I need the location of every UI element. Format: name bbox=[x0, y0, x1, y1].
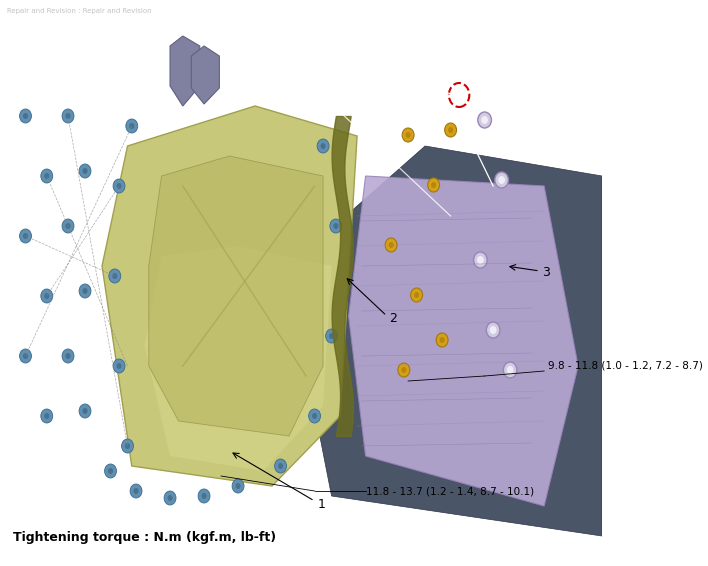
Circle shape bbox=[117, 183, 122, 189]
Circle shape bbox=[321, 143, 326, 149]
Text: 9.8 - 11.8 (1.0 - 1.2, 7.2 - 8.7): 9.8 - 11.8 (1.0 - 1.2, 7.2 - 8.7) bbox=[549, 361, 703, 371]
Circle shape bbox=[168, 495, 173, 501]
Circle shape bbox=[23, 233, 28, 239]
Circle shape bbox=[117, 363, 122, 369]
Circle shape bbox=[125, 443, 130, 449]
Circle shape bbox=[20, 229, 31, 243]
Circle shape bbox=[490, 326, 496, 334]
Circle shape bbox=[495, 172, 508, 188]
Text: 11.8 - 13.7 (1.2 - 1.4, 8.7 - 10.1): 11.8 - 13.7 (1.2 - 1.4, 8.7 - 10.1) bbox=[365, 486, 534, 496]
Text: 1: 1 bbox=[318, 498, 326, 511]
Circle shape bbox=[82, 408, 88, 414]
Circle shape bbox=[109, 269, 121, 283]
Circle shape bbox=[278, 463, 283, 469]
Circle shape bbox=[478, 112, 491, 128]
Circle shape bbox=[108, 468, 113, 474]
Circle shape bbox=[486, 322, 500, 338]
Circle shape bbox=[309, 409, 321, 423]
Circle shape bbox=[431, 182, 436, 188]
Circle shape bbox=[448, 127, 453, 133]
Circle shape bbox=[481, 116, 488, 124]
Circle shape bbox=[198, 489, 210, 503]
Circle shape bbox=[507, 366, 513, 374]
Circle shape bbox=[62, 109, 74, 123]
Circle shape bbox=[445, 123, 457, 137]
Circle shape bbox=[41, 169, 52, 183]
Circle shape bbox=[474, 252, 487, 268]
Circle shape bbox=[436, 333, 448, 347]
Circle shape bbox=[401, 367, 406, 373]
Circle shape bbox=[202, 493, 207, 499]
Circle shape bbox=[428, 178, 440, 192]
Polygon shape bbox=[191, 46, 219, 104]
Circle shape bbox=[326, 329, 338, 343]
Circle shape bbox=[232, 479, 244, 493]
Circle shape bbox=[333, 223, 338, 229]
Polygon shape bbox=[348, 176, 578, 506]
Circle shape bbox=[134, 488, 139, 494]
Polygon shape bbox=[306, 146, 602, 536]
Circle shape bbox=[275, 459, 287, 473]
Circle shape bbox=[105, 464, 117, 478]
Circle shape bbox=[79, 284, 91, 298]
Circle shape bbox=[23, 113, 28, 119]
Circle shape bbox=[130, 123, 135, 129]
Polygon shape bbox=[170, 36, 200, 106]
Circle shape bbox=[236, 483, 241, 489]
Text: 2: 2 bbox=[389, 311, 397, 324]
Circle shape bbox=[414, 292, 419, 298]
Circle shape bbox=[79, 164, 91, 178]
Circle shape bbox=[330, 219, 342, 233]
Circle shape bbox=[398, 363, 410, 377]
Circle shape bbox=[317, 139, 329, 153]
Circle shape bbox=[79, 404, 91, 418]
Circle shape bbox=[126, 119, 138, 133]
Circle shape bbox=[65, 353, 71, 359]
Text: Tightening torque : N.m (kgf.m, lb-ft): Tightening torque : N.m (kgf.m, lb-ft) bbox=[13, 531, 276, 544]
Circle shape bbox=[65, 113, 71, 119]
Circle shape bbox=[164, 491, 176, 505]
Circle shape bbox=[65, 223, 71, 229]
Circle shape bbox=[477, 256, 484, 264]
Circle shape bbox=[44, 413, 50, 419]
Text: Repair and Revision : Repair and Revision: Repair and Revision : Repair and Revisio… bbox=[7, 8, 152, 14]
Circle shape bbox=[113, 359, 125, 373]
Circle shape bbox=[44, 173, 50, 179]
Circle shape bbox=[385, 238, 397, 252]
Circle shape bbox=[122, 439, 134, 453]
Circle shape bbox=[41, 409, 52, 423]
Circle shape bbox=[130, 484, 142, 498]
Circle shape bbox=[503, 362, 517, 378]
Circle shape bbox=[440, 337, 445, 343]
Circle shape bbox=[44, 293, 50, 299]
Circle shape bbox=[113, 273, 118, 279]
Circle shape bbox=[312, 413, 317, 419]
Circle shape bbox=[402, 128, 414, 142]
Circle shape bbox=[82, 288, 88, 294]
Circle shape bbox=[23, 353, 28, 359]
Polygon shape bbox=[149, 156, 323, 436]
Circle shape bbox=[82, 168, 88, 174]
Circle shape bbox=[498, 176, 505, 184]
Polygon shape bbox=[144, 246, 331, 471]
Circle shape bbox=[411, 288, 423, 302]
Circle shape bbox=[20, 349, 31, 363]
Circle shape bbox=[62, 219, 74, 233]
Circle shape bbox=[389, 242, 394, 248]
Polygon shape bbox=[102, 106, 357, 486]
Text: 3: 3 bbox=[542, 267, 550, 280]
Circle shape bbox=[113, 179, 125, 193]
Circle shape bbox=[41, 289, 52, 303]
Circle shape bbox=[406, 132, 411, 138]
Circle shape bbox=[20, 109, 31, 123]
Circle shape bbox=[62, 349, 74, 363]
Circle shape bbox=[329, 333, 334, 339]
